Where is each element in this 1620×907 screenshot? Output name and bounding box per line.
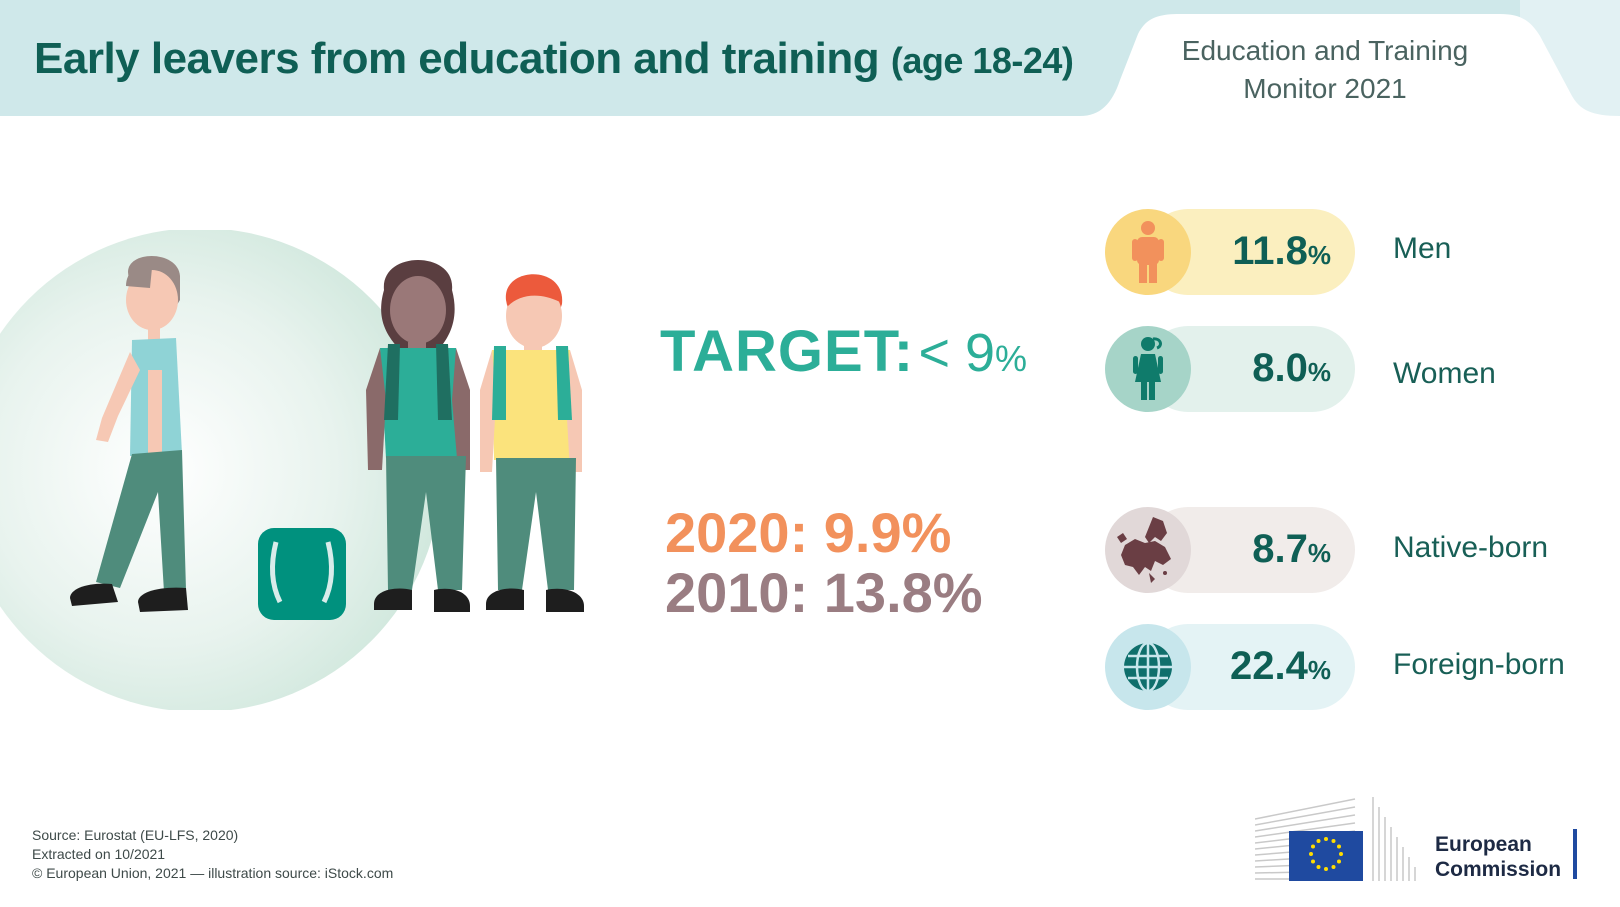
stat-circle	[1105, 326, 1191, 412]
value-2020: 2020: 9.9%	[665, 501, 952, 564]
logo-line-2: Commission	[1435, 858, 1562, 881]
stat-circle	[1105, 624, 1191, 710]
stat-percent-sign: %	[1307, 357, 1331, 387]
man-icon	[1132, 221, 1164, 283]
stat-value: 11.8%	[1232, 229, 1331, 274]
eu-stars	[1309, 837, 1343, 871]
building-lines-right	[1372, 797, 1416, 881]
europe-map-icon	[1117, 517, 1171, 583]
title-main: Early leavers from education and trainin…	[34, 34, 880, 83]
backpack-on-floor	[258, 528, 346, 620]
stat-circle	[1105, 209, 1191, 295]
value-2010: 2010: 13.8%	[665, 561, 983, 624]
european-commission-name: European Commission	[1435, 832, 1561, 882]
source-line-1: Source: Eurostat (EU-LFS, 2020)	[32, 827, 239, 843]
walking-student	[70, 255, 188, 612]
logo-line-1: European	[1435, 833, 1532, 856]
target-value: TARGET: < 9%	[660, 318, 1027, 385]
stat-foreign-born: 22.4%	[1105, 624, 1355, 710]
stat-native-born: 8.7%	[1105, 507, 1355, 593]
curly-hair-student	[366, 260, 470, 612]
stat-value: 8.0%	[1252, 346, 1331, 391]
stat-label-women: Women	[1393, 357, 1496, 390]
stat-label-native-born: Native-born	[1393, 531, 1549, 564]
european-commission-logo	[1255, 793, 1577, 883]
stat-circle	[1105, 507, 1191, 593]
target-number: < 9	[918, 323, 996, 383]
stat-women: 8.0%	[1105, 326, 1355, 412]
stat-label-foreign-born: Foreign-born	[1393, 648, 1565, 681]
stat-percent-sign: %	[1307, 655, 1331, 685]
woman-icon	[1133, 337, 1163, 400]
stat-number: 22.4	[1230, 644, 1308, 688]
stat-percent-sign: %	[1307, 538, 1331, 568]
red-hair-student	[480, 274, 584, 612]
stat-percent-sign: %	[1307, 240, 1331, 270]
stat-value: 22.4%	[1230, 644, 1331, 689]
stat-number: 8.7	[1252, 527, 1308, 571]
monitor-title: Education and Training Monitor 2021	[1130, 32, 1520, 108]
target-percent-sign: %	[995, 338, 1028, 379]
header-tab-shape	[1080, 14, 1620, 116]
page-title: Early leavers from education and trainin…	[34, 34, 1074, 84]
source-line-3: © European Union, 2021 — illustration so…	[32, 865, 394, 881]
title-age: (age 18-24)	[890, 40, 1074, 81]
source-note: Source: Eurostat (EU-LFS, 2020) Extracte…	[32, 826, 393, 883]
globe-icon	[1124, 641, 1172, 693]
students-illustration	[0, 230, 584, 710]
stat-men: 11.8%	[1105, 209, 1355, 295]
stat-value: 8.7%	[1252, 527, 1331, 572]
stat-number: 11.8	[1232, 229, 1308, 273]
stat-label-men: Men	[1393, 232, 1452, 265]
monitor-line-2: Monitor 2021	[1243, 73, 1407, 104]
source-line-2: Extracted on 10/2021	[32, 846, 166, 862]
monitor-line-1: Education and Training	[1181, 35, 1469, 66]
logo-divider-bar	[1573, 829, 1577, 879]
target-label: TARGET:	[660, 319, 915, 384]
stat-number: 8.0	[1252, 346, 1308, 390]
